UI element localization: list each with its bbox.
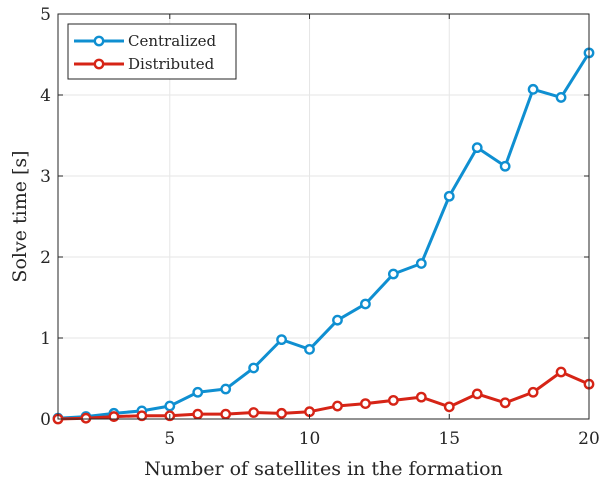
data-point [415, 258, 427, 269]
legend-item: Distributed [74, 55, 215, 73]
data-point [248, 362, 260, 374]
axis-ticks: 5 10 15 20 0 1 2 3 4 5 [40, 5, 600, 449]
data-point [387, 268, 399, 280]
legend-label: Centralized [128, 32, 217, 50]
legend-box [67, 23, 237, 80]
data-point [192, 386, 204, 398]
data-point [304, 343, 315, 355]
data-point [276, 407, 287, 419]
data-point [387, 394, 399, 406]
data-point [360, 298, 371, 310]
plot-background [58, 14, 589, 419]
data-point [555, 92, 567, 103]
x-tick-label: 10 [299, 429, 321, 449]
series-layer [52, 47, 595, 425]
data-point [499, 397, 511, 409]
data-point [136, 410, 148, 422]
y-tick-label: 1 [40, 329, 51, 349]
data-point [80, 412, 92, 424]
data-point [471, 388, 483, 400]
y-tick-label: 4 [40, 86, 51, 106]
data-point [443, 190, 455, 202]
x-tick-label: 20 [578, 429, 600, 449]
y-tick-label: 0 [40, 410, 51, 430]
legend: Centralized Distributed [67, 23, 237, 80]
legend-label: Distributed [128, 55, 215, 73]
x-tick-label: 5 [164, 429, 175, 449]
data-point [220, 383, 232, 395]
data-point [220, 408, 232, 420]
data-point [192, 408, 204, 420]
legend-item: Centralized [74, 32, 217, 50]
data-point [527, 83, 539, 95]
data-point [276, 334, 287, 346]
data-point [332, 314, 343, 326]
data-point [360, 398, 371, 410]
x-tick-label: 15 [438, 429, 460, 449]
x-axis-label: Number of satellites in the formation [144, 458, 503, 480]
data-point [164, 400, 176, 412]
data-point [471, 142, 483, 154]
legend-marker [93, 58, 105, 70]
data-point [499, 160, 511, 172]
data-point [108, 411, 120, 422]
series-distributed [52, 366, 595, 425]
plot-frame [57, 13, 590, 420]
data-point [415, 391, 427, 403]
y-tick-label: 5 [40, 5, 51, 25]
data-point [527, 386, 539, 398]
data-point [332, 400, 343, 412]
y-axis-label: Solve time [s] [9, 150, 31, 282]
legend-marker [93, 35, 105, 47]
data-point [443, 401, 455, 413]
y-tick-label: 3 [40, 167, 51, 187]
y-tick-label: 2 [40, 248, 51, 268]
data-point [555, 366, 567, 378]
data-point [248, 407, 260, 418]
